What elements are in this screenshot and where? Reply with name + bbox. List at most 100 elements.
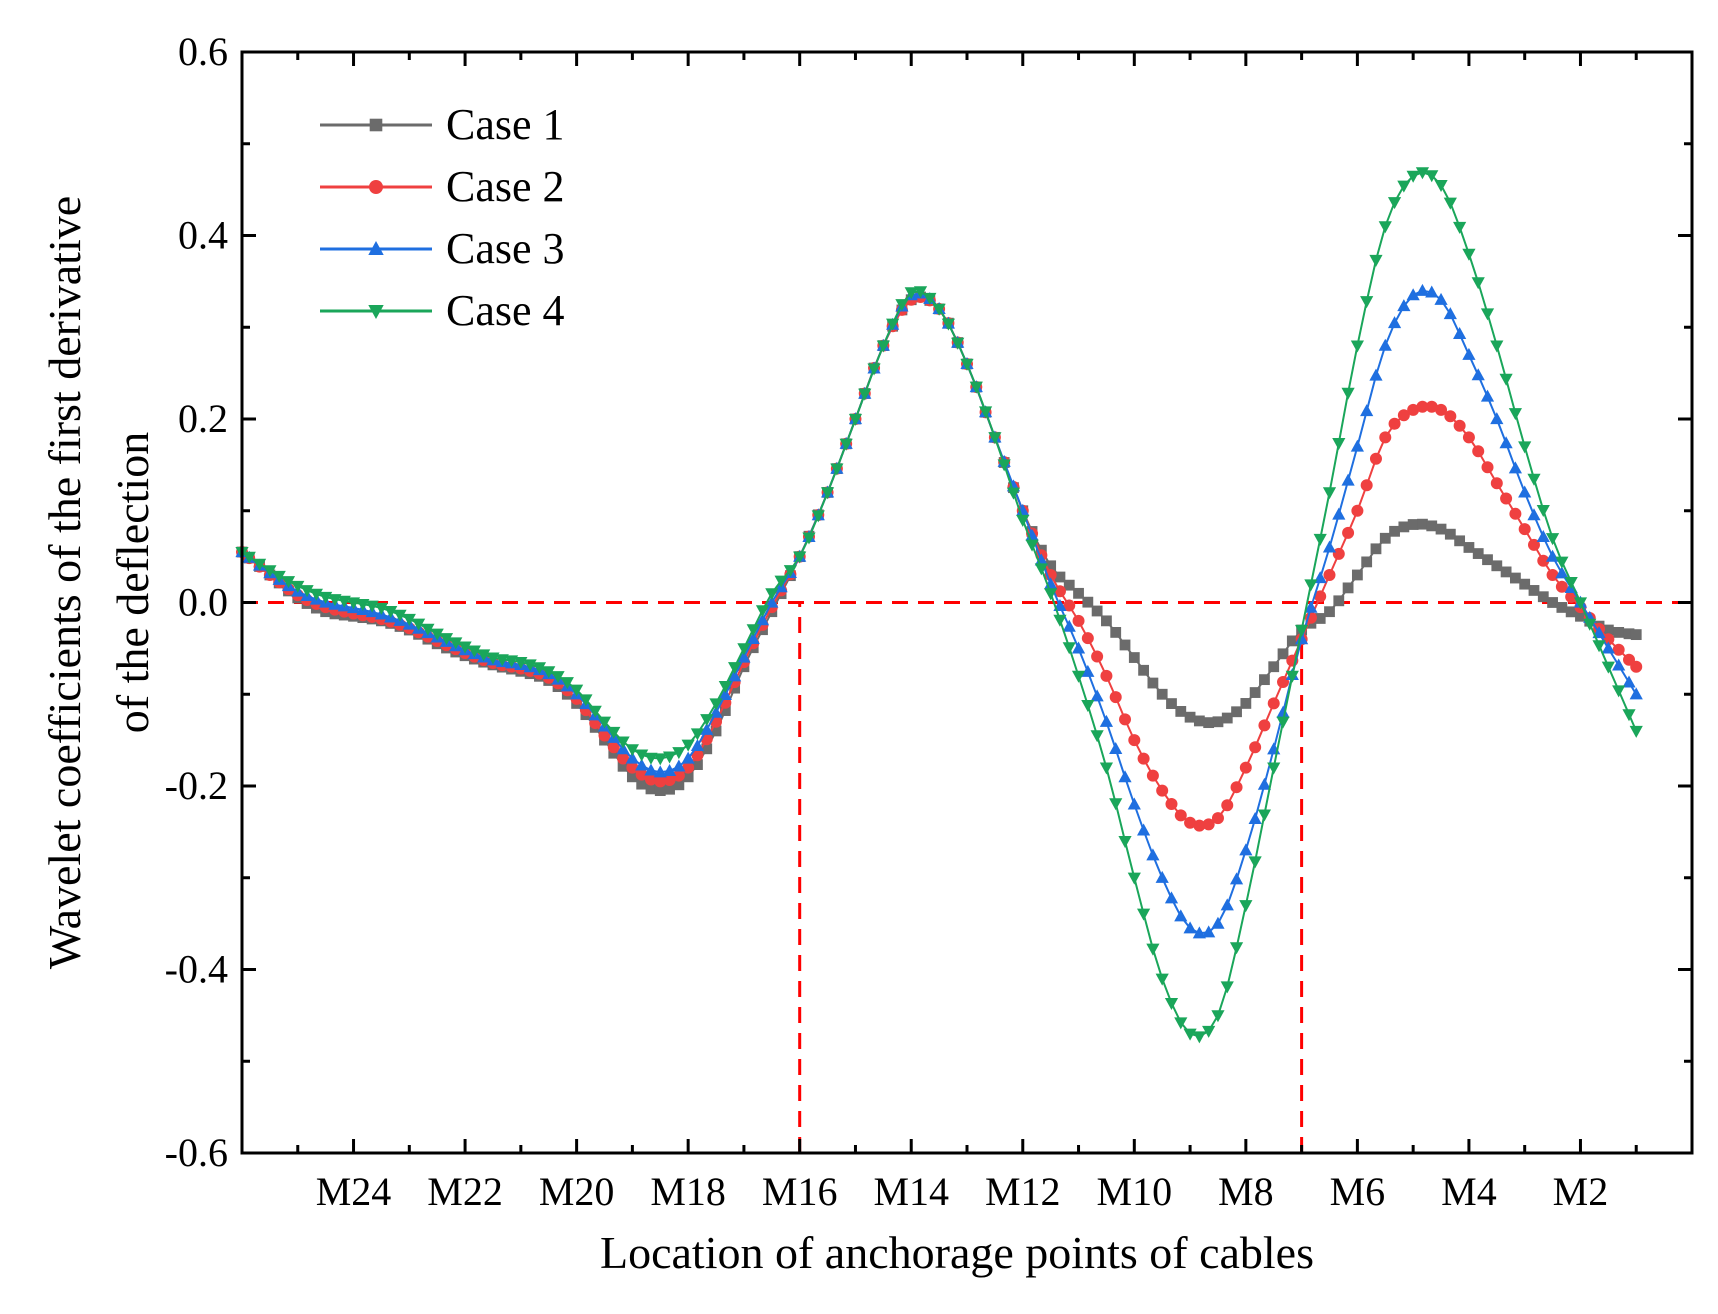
data-point (1211, 1010, 1225, 1023)
data-point (1231, 706, 1242, 718)
data-point (635, 768, 648, 781)
data-point (328, 594, 342, 607)
data-point (617, 760, 629, 772)
data-point (653, 765, 667, 778)
data-point (1054, 571, 1066, 583)
data-point (969, 381, 983, 394)
data-point (1332, 507, 1346, 520)
data-point (1184, 711, 1196, 723)
data-point (1277, 676, 1290, 689)
data-point (384, 606, 398, 619)
data-point (1053, 614, 1067, 627)
data-point (1203, 717, 1215, 729)
data-point (458, 641, 472, 654)
data-point (300, 585, 314, 598)
data-point (1091, 605, 1103, 617)
data-point (1221, 799, 1234, 812)
legend-marker (368, 305, 384, 320)
data-point (1612, 658, 1626, 671)
data-point (1379, 532, 1391, 544)
data-point (664, 783, 675, 795)
data-point (672, 747, 686, 760)
data-point (1622, 709, 1636, 722)
data-point (1221, 712, 1233, 724)
y-tick-label: 0.0 (178, 580, 228, 625)
y-axis: -0.6 -0.4 -0.2 0.0 0.2 0.4 0.6 (165, 29, 1692, 1175)
data-point (1425, 400, 1438, 413)
data-point (430, 628, 444, 641)
data-point (1202, 925, 1216, 938)
data-point (1389, 525, 1400, 537)
data-point (681, 739, 695, 752)
data-point (486, 652, 500, 665)
data-point (1063, 599, 1076, 612)
data-point (1369, 452, 1382, 465)
data-point (700, 714, 714, 727)
data-point (653, 753, 667, 766)
data-point (1091, 650, 1104, 663)
data-point (1110, 627, 1122, 638)
data-point (811, 510, 825, 523)
data-point (839, 438, 853, 451)
data-point (1174, 1017, 1188, 1030)
data-point (1193, 819, 1206, 832)
data-point (1099, 714, 1114, 727)
data-point (337, 595, 351, 608)
data-point (1045, 560, 1057, 572)
data-point (1062, 619, 1076, 632)
data-point (1285, 670, 1299, 683)
data-point (1454, 535, 1466, 547)
data-point (1407, 519, 1419, 530)
data-point (1165, 798, 1178, 811)
data-point (1463, 542, 1475, 553)
data-point (895, 299, 909, 312)
data-point (467, 645, 481, 658)
data-point (1490, 340, 1504, 353)
data-point (718, 688, 732, 701)
data-point (830, 463, 844, 476)
data-point (673, 779, 685, 791)
data-point (542, 666, 556, 679)
data-point (1629, 725, 1643, 738)
data-point (1332, 438, 1346, 451)
data-point (1295, 624, 1309, 637)
data-point (1547, 597, 1558, 608)
data-point (904, 287, 918, 300)
data-point (1518, 485, 1532, 498)
data-point (793, 551, 807, 564)
data-point (1415, 167, 1430, 180)
data-point (672, 759, 686, 772)
data-point (1630, 629, 1642, 641)
data-point (718, 680, 732, 693)
data-point (1267, 762, 1281, 775)
x-tick-label: M8 (1218, 1169, 1274, 1214)
y-tick-label: -0.4 (165, 947, 228, 992)
data-point (1174, 809, 1187, 822)
series-line (241, 289, 1638, 935)
data-point (1276, 716, 1290, 729)
data-point (495, 654, 509, 667)
data-point (1545, 533, 1560, 546)
data-point (1387, 316, 1402, 329)
data-point (1453, 221, 1467, 234)
data-point (579, 694, 593, 707)
data-point (1416, 400, 1429, 413)
data-point (1118, 835, 1132, 848)
data-point (1257, 777, 1272, 790)
x-tick-label: M14 (873, 1169, 949, 1214)
data-point (1527, 508, 1541, 521)
data-point (1508, 408, 1522, 421)
data-point (1499, 373, 1513, 386)
data-point (1462, 347, 1476, 360)
data-point (1211, 916, 1225, 929)
data-point (1462, 248, 1476, 261)
data-point (737, 650, 751, 663)
data-point (1016, 514, 1030, 527)
data-point (1277, 648, 1289, 660)
data-point (1071, 670, 1086, 683)
data-point (1435, 523, 1447, 535)
data-point (1119, 713, 1132, 726)
data-point (858, 388, 872, 401)
data-point (1128, 652, 1140, 663)
